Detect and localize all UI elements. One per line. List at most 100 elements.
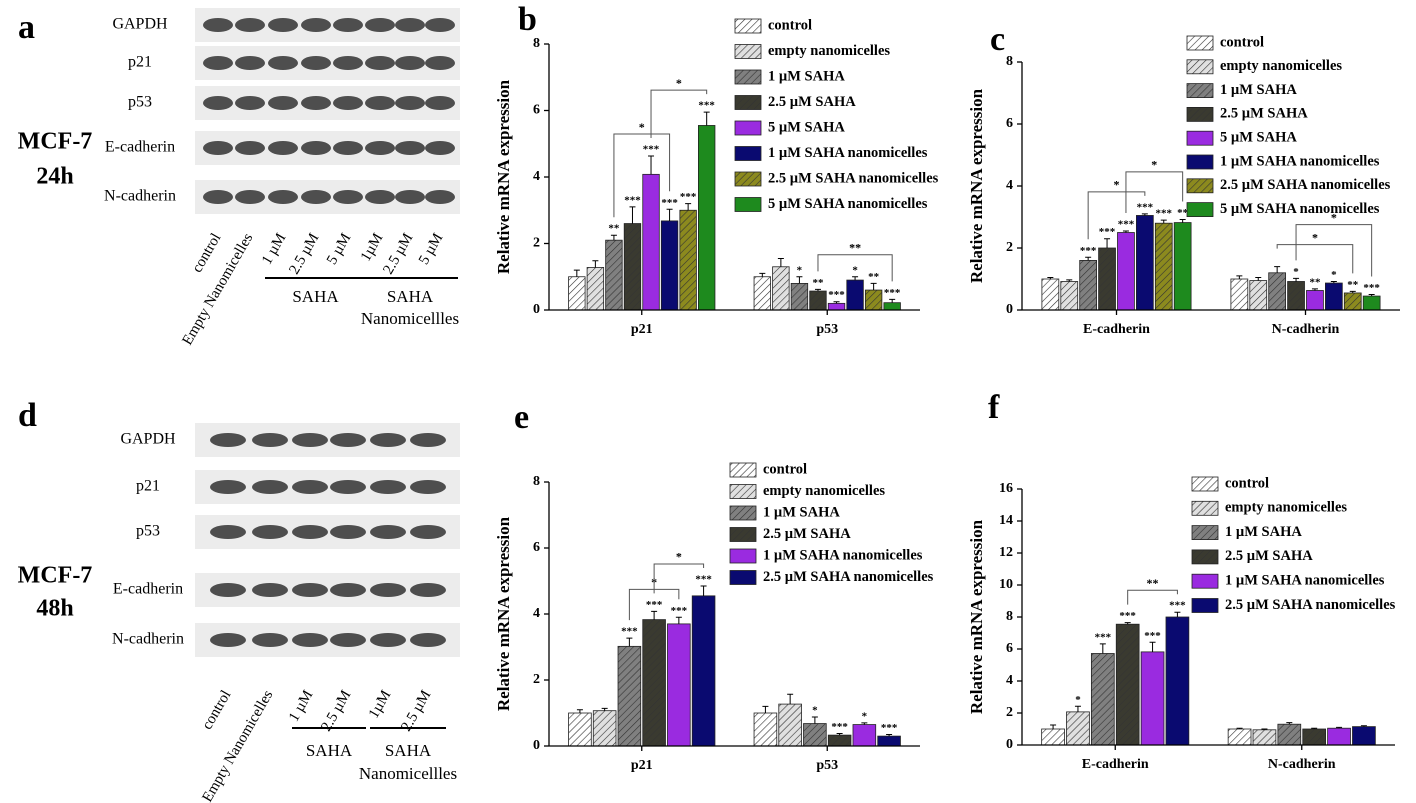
error-bar <box>1255 276 1262 281</box>
significance: *** <box>1363 282 1380 294</box>
error-bar <box>1311 288 1318 291</box>
legend-swatch <box>1191 500 1219 516</box>
x-tick-label: p21 <box>631 758 653 773</box>
blot-band <box>365 18 395 32</box>
significance: * <box>1075 694 1081 706</box>
significance: *** <box>646 599 663 611</box>
bar <box>1306 290 1324 311</box>
comparison-label: * <box>1331 210 1337 224</box>
blot-band <box>235 141 265 155</box>
blot-band <box>252 633 288 647</box>
error-bar <box>870 282 877 291</box>
error-bar <box>576 709 583 713</box>
y-tick-label: 0 <box>1006 302 1013 317</box>
blot-band <box>370 525 406 539</box>
significance: * <box>862 710 868 722</box>
error-bar <box>833 301 840 304</box>
blot-band <box>365 96 395 110</box>
blot-row-label: N-cadherin <box>112 631 184 648</box>
error-bar <box>651 610 658 620</box>
bar <box>1115 623 1140 746</box>
error-bar <box>1236 275 1243 279</box>
blot-band <box>333 141 363 155</box>
legend-swatch <box>734 69 762 85</box>
y-axis-label: Relative mRNA expression <box>967 88 986 283</box>
bar <box>778 703 802 747</box>
blot-band <box>203 18 233 32</box>
legend-swatch <box>734 171 762 187</box>
legend-label: 2.5 µM SAHA nanomicelles <box>768 170 939 186</box>
legend-swatch <box>1186 35 1214 51</box>
significance: *** <box>1095 631 1112 643</box>
error-bar <box>814 288 821 292</box>
blot-band <box>235 18 265 32</box>
blot-band <box>425 96 455 110</box>
error-bar <box>1311 727 1318 729</box>
blot-row-label: GAPDH <box>120 431 176 448</box>
legend-swatch <box>729 484 757 499</box>
bar <box>1327 727 1351 746</box>
blot-band <box>410 480 446 494</box>
blot-band <box>410 633 446 647</box>
bar <box>1362 295 1381 311</box>
legend-swatch <box>1191 476 1219 492</box>
panel-letter: f <box>988 389 1000 426</box>
legend-label: 1 µM SAHA <box>763 504 840 520</box>
blot-band <box>292 525 328 539</box>
comparison-label: * <box>1114 178 1120 192</box>
bar <box>1117 232 1135 311</box>
y-tick-label: 8 <box>1006 609 1013 624</box>
bar <box>877 735 901 747</box>
panel-letter: e <box>514 399 529 436</box>
legend-swatch <box>734 18 762 34</box>
y-tick-label: 2 <box>533 236 540 251</box>
blot-band <box>210 480 246 494</box>
legend-swatch <box>1191 525 1219 540</box>
significance: *** <box>884 287 901 299</box>
lane-label: control <box>199 688 234 733</box>
legend-swatch <box>1191 573 1219 589</box>
bar <box>1325 282 1343 311</box>
significance: *** <box>643 144 660 156</box>
legend-swatch <box>1191 598 1219 613</box>
bar <box>1268 272 1286 311</box>
bar <box>1041 728 1065 746</box>
legend-label: 1 µM SAHA <box>1225 524 1302 540</box>
y-axis-label: Relative mRNA expression <box>967 519 986 714</box>
bar <box>803 723 827 747</box>
error-bar <box>703 111 710 126</box>
bar <box>586 267 605 311</box>
x-tick-label: p53 <box>816 322 838 337</box>
error-bar <box>573 269 580 277</box>
panel-letter: b <box>518 1 537 38</box>
bar <box>592 710 617 747</box>
comparison-bracket <box>653 563 705 594</box>
blot-band <box>425 190 455 204</box>
blot-band <box>292 480 328 494</box>
blot-band <box>410 583 446 597</box>
blot-band <box>210 525 246 539</box>
bar <box>1287 281 1305 311</box>
y-tick-label: 4 <box>533 606 540 621</box>
bar <box>864 289 883 311</box>
error-bar <box>1261 728 1268 730</box>
significance: *** <box>1119 610 1136 622</box>
blot-band <box>333 18 363 32</box>
blot-band <box>292 633 328 647</box>
bar <box>1173 222 1192 311</box>
bar <box>605 239 623 311</box>
significance: *** <box>680 191 697 203</box>
y-tick-label: 2 <box>1006 240 1013 255</box>
bar <box>1136 215 1154 311</box>
legend-swatch <box>1186 83 1214 98</box>
bar <box>1252 729 1277 746</box>
legend-swatch <box>1186 202 1214 218</box>
blot-band <box>370 633 406 647</box>
blot-band <box>425 56 455 70</box>
y-tick-label: 6 <box>1006 641 1013 656</box>
significance: *** <box>671 605 688 617</box>
error-bar <box>1360 725 1367 727</box>
blot-band <box>235 56 265 70</box>
significance: ** <box>812 277 824 289</box>
